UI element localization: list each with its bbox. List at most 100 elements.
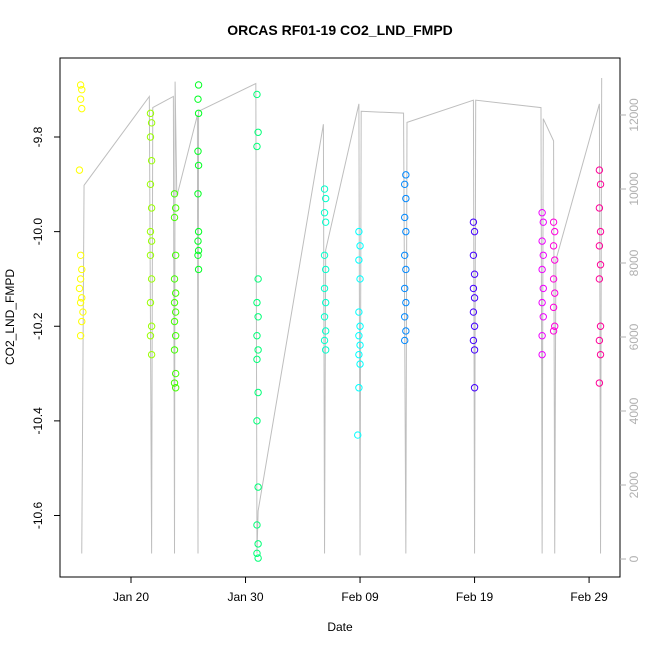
point: [321, 265, 330, 274]
point: [253, 549, 261, 558]
point: [78, 317, 86, 326]
point: [538, 350, 546, 359]
point: [401, 284, 409, 293]
point: [146, 332, 155, 340]
point: [595, 336, 604, 345]
y-tick-label: -9.8: [31, 126, 45, 147]
point: [470, 227, 479, 236]
point: [76, 251, 85, 259]
point: [254, 483, 262, 491]
point: [538, 332, 546, 340]
point: [146, 298, 155, 307]
point: [147, 350, 156, 359]
point: [356, 360, 364, 368]
point: [355, 256, 363, 264]
point: [355, 350, 363, 359]
point: [595, 242, 604, 250]
y-tick-label: -10.0: [31, 218, 45, 246]
point: [253, 355, 261, 364]
point: [470, 384, 479, 392]
point: [321, 298, 330, 307]
point: [401, 313, 409, 321]
point: [76, 298, 85, 307]
point: [147, 322, 156, 330]
point: [253, 298, 261, 307]
point: [254, 388, 262, 397]
point: [402, 265, 410, 274]
point: [321, 346, 330, 354]
point: [470, 322, 479, 330]
point: [596, 261, 605, 269]
point: [356, 341, 364, 349]
altitude-line: [81, 77, 603, 556]
point: [595, 379, 604, 387]
point: [356, 322, 364, 330]
point: [402, 298, 410, 307]
point: [79, 308, 87, 316]
point: [551, 227, 559, 236]
point: [402, 327, 410, 335]
point: [75, 166, 84, 174]
point: [170, 275, 179, 283]
point: [194, 190, 202, 198]
point: [171, 369, 180, 378]
point: [254, 128, 262, 136]
point: [402, 171, 410, 179]
point: [402, 194, 410, 203]
point: [146, 180, 155, 189]
y-axis-label: CO2_LND_FMPD: [3, 269, 17, 365]
point: [401, 251, 409, 259]
x-tick-label: Feb 19: [456, 590, 494, 604]
point: [321, 194, 330, 203]
point: [539, 284, 547, 293]
point: [253, 142, 261, 151]
plot-frame: [59, 57, 621, 578]
point: [170, 346, 179, 354]
point: [194, 237, 202, 245]
x-tick-label: Jan 30: [228, 590, 264, 604]
point: [549, 218, 558, 226]
point: [551, 322, 559, 330]
point: [146, 109, 155, 118]
point: [539, 218, 547, 226]
point: [549, 327, 558, 335]
y-tick-label: -10.6: [31, 501, 45, 529]
point: [146, 133, 155, 141]
point: [253, 332, 261, 340]
point: [401, 213, 409, 222]
point: [76, 95, 85, 103]
point: [171, 289, 180, 297]
point: [254, 346, 262, 354]
point: [170, 379, 179, 387]
point: [171, 204, 180, 212]
point: [469, 218, 478, 226]
point: [595, 204, 604, 212]
point: [194, 81, 203, 89]
point: [147, 275, 156, 283]
y2-tick-label: 12000: [627, 98, 641, 132]
point: [356, 242, 364, 250]
point: [355, 384, 363, 392]
point: [253, 417, 261, 425]
point: [321, 218, 330, 226]
point: [320, 251, 329, 259]
point: [147, 119, 156, 127]
point: [549, 303, 558, 312]
point: [146, 227, 155, 236]
point: [170, 190, 179, 198]
point: [147, 156, 156, 165]
point: [596, 180, 605, 189]
point: [355, 308, 363, 316]
point: [78, 294, 86, 302]
y-tick-label: -10.2: [31, 312, 45, 340]
point: [171, 308, 180, 316]
point: [194, 109, 203, 118]
point: [470, 346, 479, 354]
point: [170, 213, 179, 222]
point: [401, 336, 409, 345]
point: [76, 332, 85, 340]
point: [470, 294, 479, 302]
point: [595, 166, 604, 174]
point: [171, 332, 180, 340]
